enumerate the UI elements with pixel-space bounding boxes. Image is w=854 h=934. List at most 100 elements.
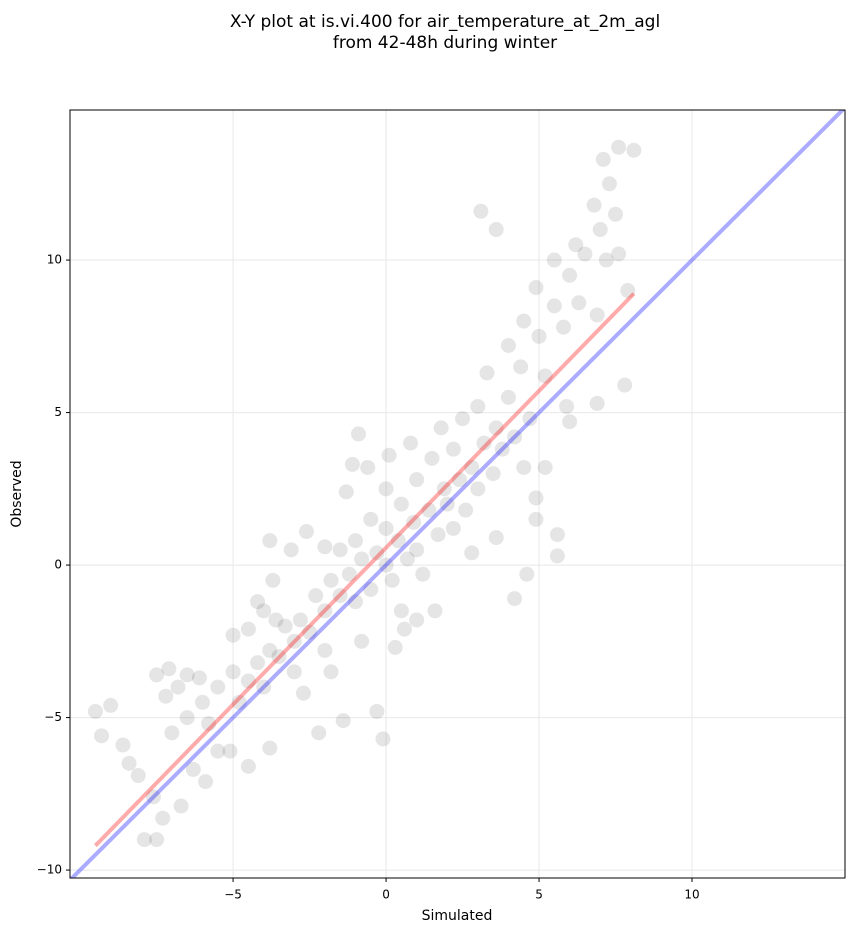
- point: [488, 222, 504, 238]
- point: [94, 728, 110, 744]
- point: [308, 588, 324, 604]
- point: [262, 642, 278, 658]
- point: [378, 481, 394, 497]
- point: [611, 139, 627, 155]
- point: [589, 395, 605, 411]
- point: [409, 472, 425, 488]
- point: [222, 743, 238, 759]
- point: [146, 789, 162, 805]
- point: [225, 627, 241, 643]
- point: [430, 527, 446, 543]
- point: [500, 389, 516, 405]
- point: [568, 237, 584, 253]
- point: [387, 639, 403, 655]
- point: [559, 398, 575, 414]
- point: [458, 502, 474, 518]
- point: [201, 716, 217, 732]
- point: [179, 710, 195, 726]
- plot-area: [70, 110, 845, 878]
- point: [488, 420, 504, 436]
- y-tick-label: 0: [54, 558, 62, 572]
- point: [250, 655, 266, 671]
- point: [210, 743, 226, 759]
- point: [295, 685, 311, 701]
- point: [390, 533, 406, 549]
- point: [528, 280, 544, 296]
- point: [436, 481, 452, 497]
- point: [338, 484, 354, 500]
- point: [549, 527, 565, 543]
- point: [626, 142, 642, 158]
- point: [415, 566, 431, 582]
- point: [354, 633, 370, 649]
- point: [528, 511, 544, 527]
- point: [332, 588, 348, 604]
- point: [341, 566, 357, 582]
- point: [494, 441, 510, 457]
- point: [87, 703, 103, 719]
- point: [363, 581, 379, 597]
- point: [598, 252, 614, 268]
- point: [445, 441, 461, 457]
- point: [500, 337, 516, 353]
- point: [369, 703, 385, 719]
- point: [589, 307, 605, 323]
- point: [164, 725, 180, 741]
- point: [136, 832, 152, 848]
- point: [149, 667, 165, 683]
- plot-frame: [69, 109, 846, 879]
- point: [393, 496, 409, 512]
- point: [173, 798, 189, 814]
- point: [250, 594, 266, 610]
- point: [360, 459, 376, 475]
- point: [262, 740, 278, 756]
- y-tick-label: −10: [37, 863, 62, 877]
- point: [403, 435, 419, 451]
- point: [240, 758, 256, 774]
- point: [347, 594, 363, 610]
- point: [451, 472, 467, 488]
- point: [617, 377, 633, 393]
- point: [455, 411, 471, 427]
- point: [292, 612, 308, 628]
- point: [556, 319, 572, 335]
- y-tick-label: 10: [47, 253, 62, 267]
- point: [577, 246, 593, 262]
- point: [608, 206, 624, 222]
- point: [286, 633, 302, 649]
- point: [194, 694, 210, 710]
- point: [546, 252, 562, 268]
- point: [537, 459, 553, 475]
- point: [158, 688, 174, 704]
- point: [277, 618, 293, 634]
- point: [384, 572, 400, 588]
- point: [421, 502, 437, 518]
- point: [464, 459, 480, 475]
- point: [549, 548, 565, 564]
- point: [473, 203, 489, 219]
- point: [571, 295, 587, 311]
- point: [347, 533, 363, 549]
- point: [620, 283, 636, 299]
- x-tick-label: 0: [382, 888, 390, 902]
- point: [317, 642, 333, 658]
- point: [378, 520, 394, 536]
- point: [268, 612, 284, 628]
- point: [537, 368, 553, 384]
- point: [427, 603, 443, 619]
- point: [231, 694, 247, 710]
- point: [513, 359, 529, 375]
- point: [256, 679, 272, 695]
- point: [464, 545, 480, 561]
- point: [170, 679, 186, 695]
- point: [562, 414, 578, 430]
- point: [369, 545, 385, 561]
- point: [470, 481, 486, 497]
- point: [323, 664, 339, 680]
- point: [240, 673, 256, 689]
- point: [161, 661, 177, 677]
- chart-subtitle: from 42-48h during winter: [333, 33, 557, 53]
- chart-title: X-Y plot at is.vi.400 for air_temperatur…: [230, 12, 660, 32]
- point: [191, 670, 207, 686]
- point: [103, 697, 119, 713]
